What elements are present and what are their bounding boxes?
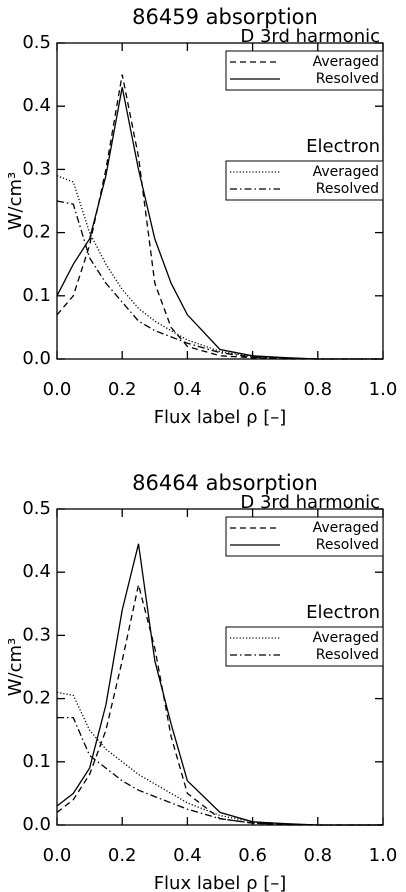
y-tick-label: 0.4 — [22, 95, 51, 116]
series-line — [56, 584, 383, 826]
x-tick-label: 0.4 — [173, 845, 202, 866]
legend-group-title: Electron — [306, 602, 380, 623]
legend-box — [225, 50, 384, 91]
x-tick-label: 0.0 — [43, 845, 72, 866]
legend-group-title: D 3rd harmonic — [240, 26, 380, 47]
y-tick-label: 0.1 — [22, 285, 51, 306]
x-tick-label: 0.4 — [173, 379, 202, 400]
legend-label: Averaged — [313, 520, 379, 536]
y-tick-label: 0.5 — [22, 32, 51, 53]
series-line — [56, 74, 383, 360]
legend-box — [225, 516, 384, 557]
legend-label: Resolved — [316, 537, 379, 553]
x-tick-label: 0.8 — [303, 379, 332, 400]
legend-group-title: D 3rd harmonic — [240, 492, 380, 513]
y-tick-label: 0.2 — [22, 222, 51, 243]
x-tick-label: 0.2 — [108, 379, 137, 400]
y-axis-label: W/cm³ — [5, 172, 26, 231]
legend-label: Resolved — [316, 71, 379, 87]
legend-label: Averaged — [313, 164, 379, 180]
chart-title: 86459 absorption — [132, 5, 318, 29]
y-axis-label: W/cm³ — [5, 638, 26, 697]
series-line — [57, 716, 383, 826]
y-tick-label: 0.3 — [22, 624, 51, 645]
x-tick-label: 0.0 — [43, 379, 72, 400]
y-tick-label: 0.0 — [22, 348, 51, 369]
x-tick-label: 0.8 — [303, 845, 332, 866]
x-tick-label: 1.0 — [369, 379, 398, 400]
legend-label: Averaged — [313, 54, 379, 70]
x-axis-label: Flux label ρ [–] — [154, 873, 287, 892]
y-tick-label: 0.4 — [22, 561, 51, 582]
y-tick-label: 0.1 — [22, 751, 51, 772]
x-axis-label: Flux label ρ [–] — [154, 407, 287, 428]
y-tick-label: 0.2 — [22, 688, 51, 709]
series-line — [56, 87, 383, 360]
series-line — [56, 543, 383, 826]
legend-label: Resolved — [316, 181, 379, 197]
x-tick-label: 0.6 — [238, 379, 267, 400]
x-tick-label: 1.0 — [369, 845, 398, 866]
plot-frame — [56, 508, 384, 826]
y-tick-label: 0.3 — [22, 158, 51, 179]
legend-group-title: Electron — [306, 136, 380, 157]
legend-box — [225, 626, 384, 667]
legend-box — [225, 160, 384, 201]
chart-title: 86464 absorption — [132, 471, 318, 495]
legend-label: Resolved — [316, 647, 379, 663]
x-tick-label: 0.2 — [108, 845, 137, 866]
series-line — [56, 175, 383, 360]
series-line — [56, 691, 383, 826]
y-tick-label: 0.5 — [22, 498, 51, 519]
series-line — [56, 200, 383, 360]
x-tick-label: 0.6 — [238, 845, 267, 866]
y-tick-label: 0.0 — [22, 814, 51, 835]
legend-label: Averaged — [313, 630, 379, 646]
